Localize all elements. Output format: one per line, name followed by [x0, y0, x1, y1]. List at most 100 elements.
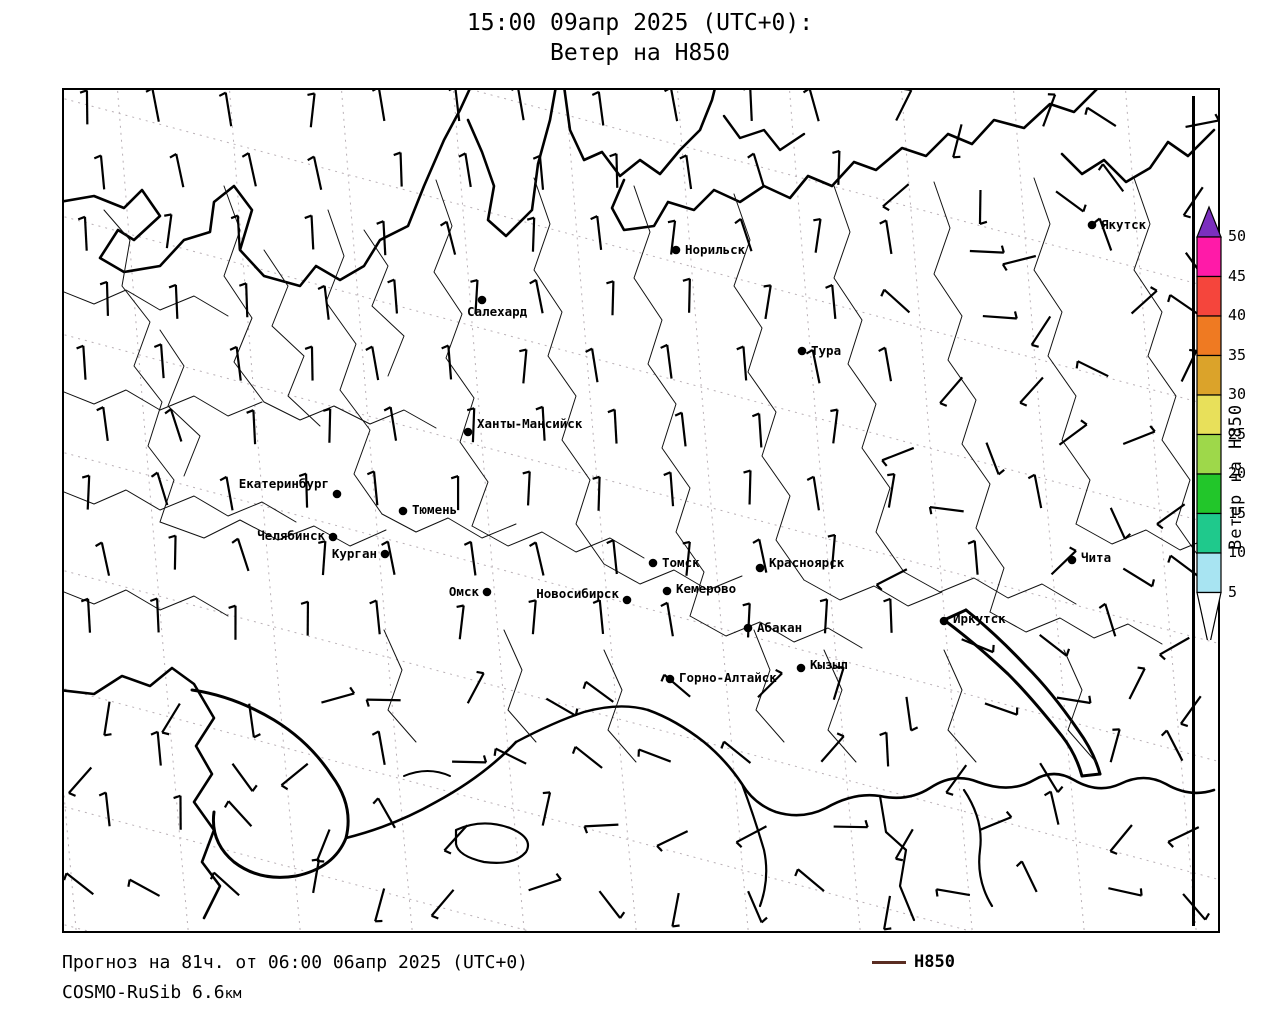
footer: Прогноз на 81ч. от 06:00 06апр 2025 (UTC…	[62, 948, 528, 1009]
city-dot	[648, 558, 658, 568]
wind-barb	[794, 868, 825, 892]
city-dot	[796, 663, 806, 673]
wind-barb	[511, 90, 525, 121]
wind-barb	[318, 540, 327, 576]
city-label: Якутск	[1101, 217, 1147, 232]
wind-barb	[1122, 425, 1156, 446]
wind-barb	[168, 283, 179, 319]
wind-barb	[1097, 163, 1125, 193]
wind-barb	[470, 278, 479, 315]
wind-barb	[1027, 473, 1043, 509]
wind-barb	[935, 888, 971, 897]
wind-barb	[450, 475, 460, 511]
wind-barb	[369, 599, 381, 635]
wind-barb	[99, 280, 110, 316]
city-dot	[662, 586, 672, 596]
city-dot	[482, 587, 492, 597]
wind-barb	[1039, 762, 1064, 793]
legend-label: H850	[914, 952, 955, 972]
wind-barb	[895, 90, 913, 122]
wind-barb	[519, 348, 528, 384]
wind-barb	[880, 288, 911, 314]
wind-barb	[743, 469, 752, 505]
wind-barb	[664, 90, 679, 122]
wind-barb	[241, 152, 257, 187]
wind-barb	[813, 217, 822, 253]
wind-barb	[1130, 286, 1158, 315]
wind-barb	[466, 670, 485, 704]
wind-barb	[229, 345, 242, 381]
wind-barb	[376, 220, 387, 256]
wind-barb	[827, 533, 837, 569]
wind-barb	[458, 152, 472, 188]
wind-barb	[307, 92, 316, 128]
city-dot	[1067, 555, 1077, 565]
wind-barb	[883, 895, 892, 931]
city-dot	[665, 674, 675, 684]
city-label: Красноярск	[769, 555, 845, 570]
colorbar-tick-40: 40	[1228, 306, 1247, 324]
wind-barb	[1159, 636, 1190, 661]
wind-barb	[209, 871, 240, 897]
wind-barb	[366, 470, 379, 506]
wind-barb	[1001, 254, 1037, 272]
wind-barb	[448, 90, 461, 122]
wind-barb	[153, 343, 165, 379]
wind-barb	[246, 409, 257, 445]
wind-barb	[528, 541, 545, 576]
colorbar-tick-20: 20	[1228, 464, 1247, 482]
wind-barb	[1055, 190, 1087, 213]
wind-barb	[371, 90, 386, 122]
wind-barb	[443, 824, 469, 855]
wind-barb	[743, 90, 753, 122]
wind-barb	[493, 747, 527, 765]
wind-barb	[825, 284, 837, 319]
wind-barb	[430, 889, 455, 920]
wind-barb	[93, 154, 106, 190]
wind-barb	[322, 407, 332, 443]
wind-barb	[1109, 824, 1133, 855]
wind-barb	[168, 534, 177, 570]
wind-barb	[984, 702, 1019, 716]
wind-barb	[79, 90, 89, 125]
wind-barb	[679, 154, 693, 190]
city-label: Омск	[449, 584, 480, 599]
city-dot	[398, 506, 408, 516]
wind-barb	[637, 748, 672, 763]
wind-barb	[64, 872, 94, 896]
wind-barb	[751, 412, 763, 448]
wind-barb	[1056, 695, 1092, 705]
wind-barb	[1019, 376, 1044, 407]
city-dot	[797, 346, 807, 356]
wind-barb	[585, 347, 599, 383]
wind-barb	[393, 151, 403, 187]
wind-barb	[528, 599, 537, 635]
wind-barb	[894, 828, 914, 862]
legend-line-icon	[872, 960, 906, 964]
wind-barb	[667, 219, 677, 255]
wind-barb	[720, 740, 752, 764]
weather-map[interactable]: Якутск Норильск Тура Салехард Ханты-Мансийск…	[62, 88, 1220, 933]
city-label: Курган	[332, 546, 377, 561]
wind-barb	[583, 823, 619, 834]
wind-barb	[81, 474, 91, 510]
wind-barb	[985, 442, 1005, 476]
wind-barb	[463, 540, 477, 576]
wind-barb	[230, 214, 241, 250]
colorbar-tick-45: 45	[1228, 266, 1247, 285]
colorbar-tick-5: 5	[1228, 582, 1238, 601]
wind-barb	[150, 471, 169, 506]
wind-barb	[228, 604, 237, 640]
wind-barb	[879, 731, 890, 767]
wind-barb	[805, 348, 821, 384]
wind-barb	[1109, 507, 1132, 540]
city-dot	[463, 427, 473, 437]
wind-barb	[96, 406, 109, 442]
city-dot	[622, 595, 632, 605]
wind-barb	[145, 90, 160, 122]
wind-barbs	[64, 90, 1218, 931]
city-dot	[671, 245, 681, 255]
wind-barb	[609, 152, 619, 188]
wind-barb	[1058, 419, 1088, 446]
colorbar-tick-15: 15	[1228, 503, 1247, 522]
